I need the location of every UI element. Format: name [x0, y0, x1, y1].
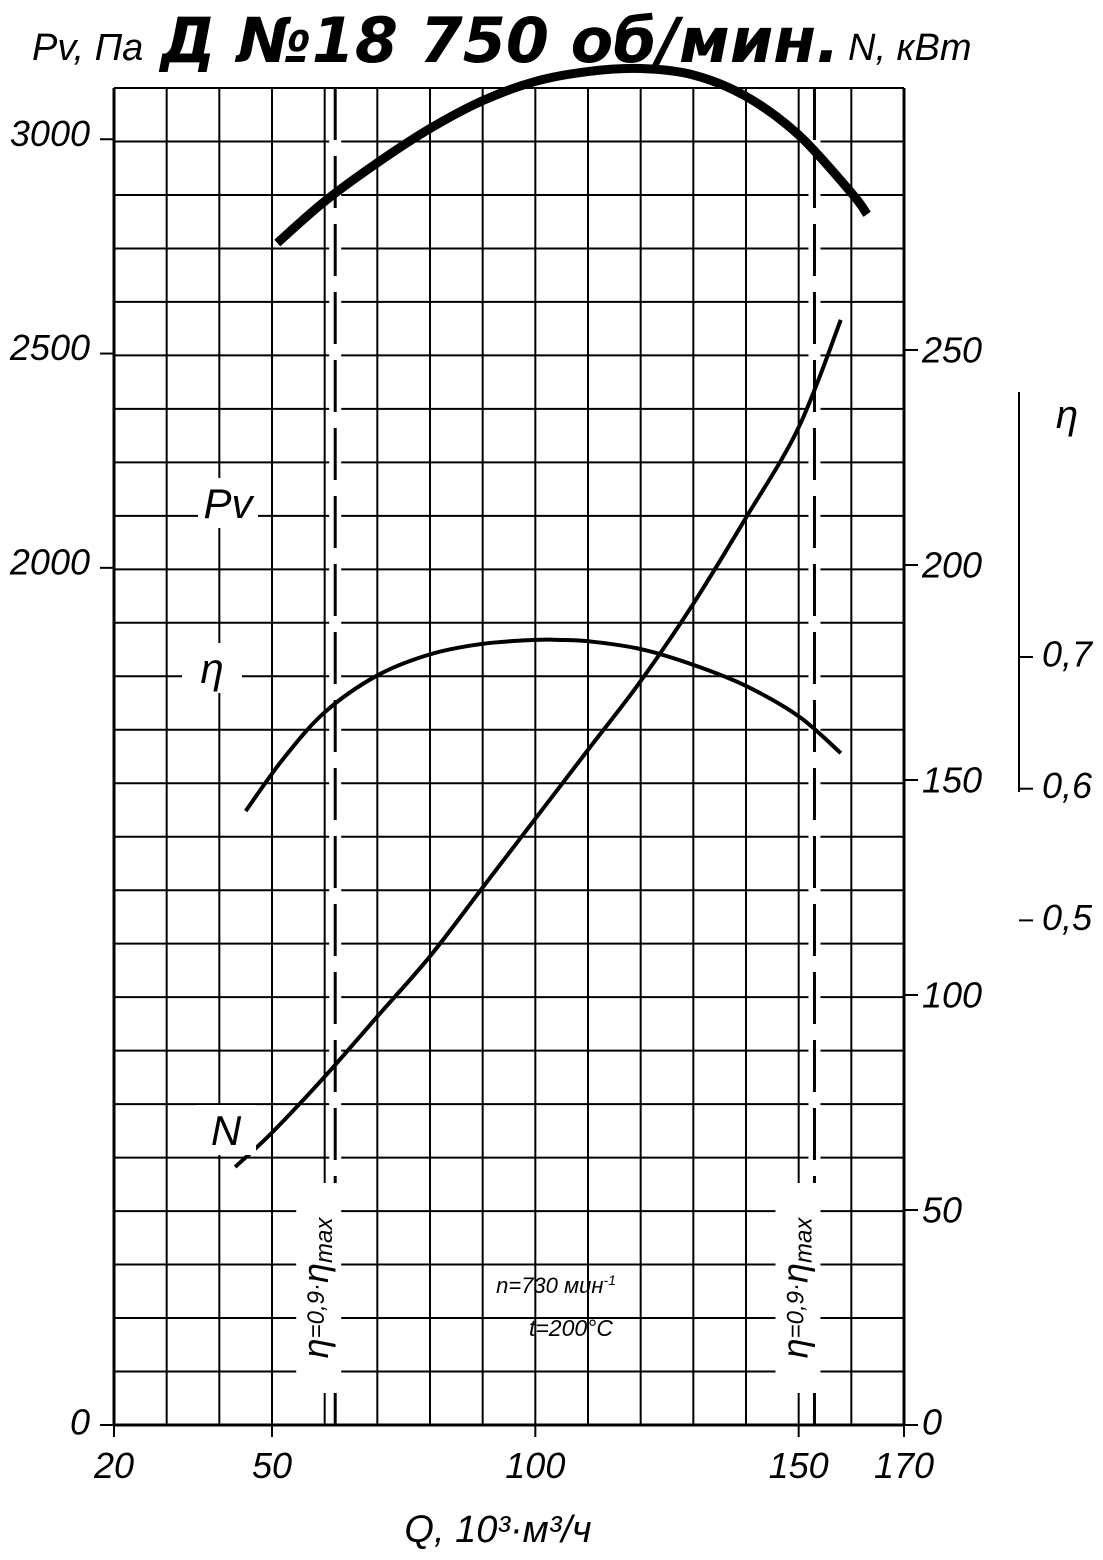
eta-axis-label: η	[1056, 393, 1078, 437]
efficiency-bound-label-bg	[296, 1183, 341, 1393]
left-tick-label: 2000	[9, 541, 90, 582]
bound-label-mid: =0,9·	[304, 1283, 331, 1338]
right-tick-label: 150	[922, 760, 982, 801]
left-axis-label: Pv, Па	[32, 27, 143, 69]
bound-label-mid: =0,9·	[783, 1283, 810, 1338]
left-tick-label: 3000	[10, 113, 90, 154]
bound-label-etamax: η	[295, 1263, 336, 1283]
series-label-1: η	[200, 645, 223, 692]
bound-label-eta: η	[774, 1338, 815, 1358]
x-tick-label: 50	[252, 1445, 292, 1486]
right-tick-label: 0	[922, 1402, 942, 1443]
eta-tick-label: 0,6	[1042, 765, 1093, 806]
series-label-bg	[196, 1105, 256, 1155]
x-tick-label: 20	[93, 1445, 134, 1486]
chart-title: Д №18 750 об/мин.	[158, 4, 839, 77]
bound-label-etamax: η	[774, 1263, 815, 1283]
series-label-0: Pv	[203, 480, 255, 527]
eta-tick-label: 0,7	[1042, 634, 1094, 675]
right-tick-label: 100	[922, 975, 982, 1016]
bound-label-eta: η	[295, 1338, 336, 1358]
series-curve-1	[244, 637, 843, 813]
series-label-2: N	[211, 1107, 242, 1154]
x-axis-label: Q, 10³·м³/ч	[404, 1509, 591, 1551]
bound-label-sub: max	[791, 1217, 818, 1263]
right-tick-label: 250	[921, 330, 982, 371]
left-tick-label: 2500	[9, 327, 90, 368]
left-tick-label: 0	[70, 1402, 90, 1443]
x-tick-label: 150	[769, 1445, 829, 1486]
speed-note-main: n=730 мин	[496, 1273, 603, 1298]
x-tick-label: 170	[874, 1445, 934, 1486]
right-tick-label: 200	[921, 545, 982, 586]
right-axis-label: N, кВт	[848, 27, 972, 69]
series-curve-0	[274, 63, 871, 247]
series-curve-2	[233, 319, 843, 1169]
bound-label-sub: max	[312, 1217, 339, 1263]
series-label-bg	[198, 478, 258, 528]
efficiency-bound-label: η=0,9·ηmax	[295, 1217, 339, 1359]
x-tick-label: 100	[505, 1445, 565, 1486]
series-label-bg	[182, 643, 242, 693]
curves: Pv η N	[182, 63, 871, 1169]
speed-note-sup: -1	[603, 1272, 615, 1288]
speed-note: n=730 мин-1	[496, 1272, 616, 1298]
axes: 2050100150170020002500300035000501001502…	[9, 87, 1094, 1486]
eta-tick-label: 0,5	[1042, 897, 1093, 938]
efficiency-bound-label: η=0,9·ηmax	[774, 1217, 818, 1359]
right-tick-label: 50	[922, 1190, 962, 1231]
temperature-note: t=200°C	[529, 1315, 613, 1341]
efficiency-bound-label-bg	[775, 1183, 820, 1393]
